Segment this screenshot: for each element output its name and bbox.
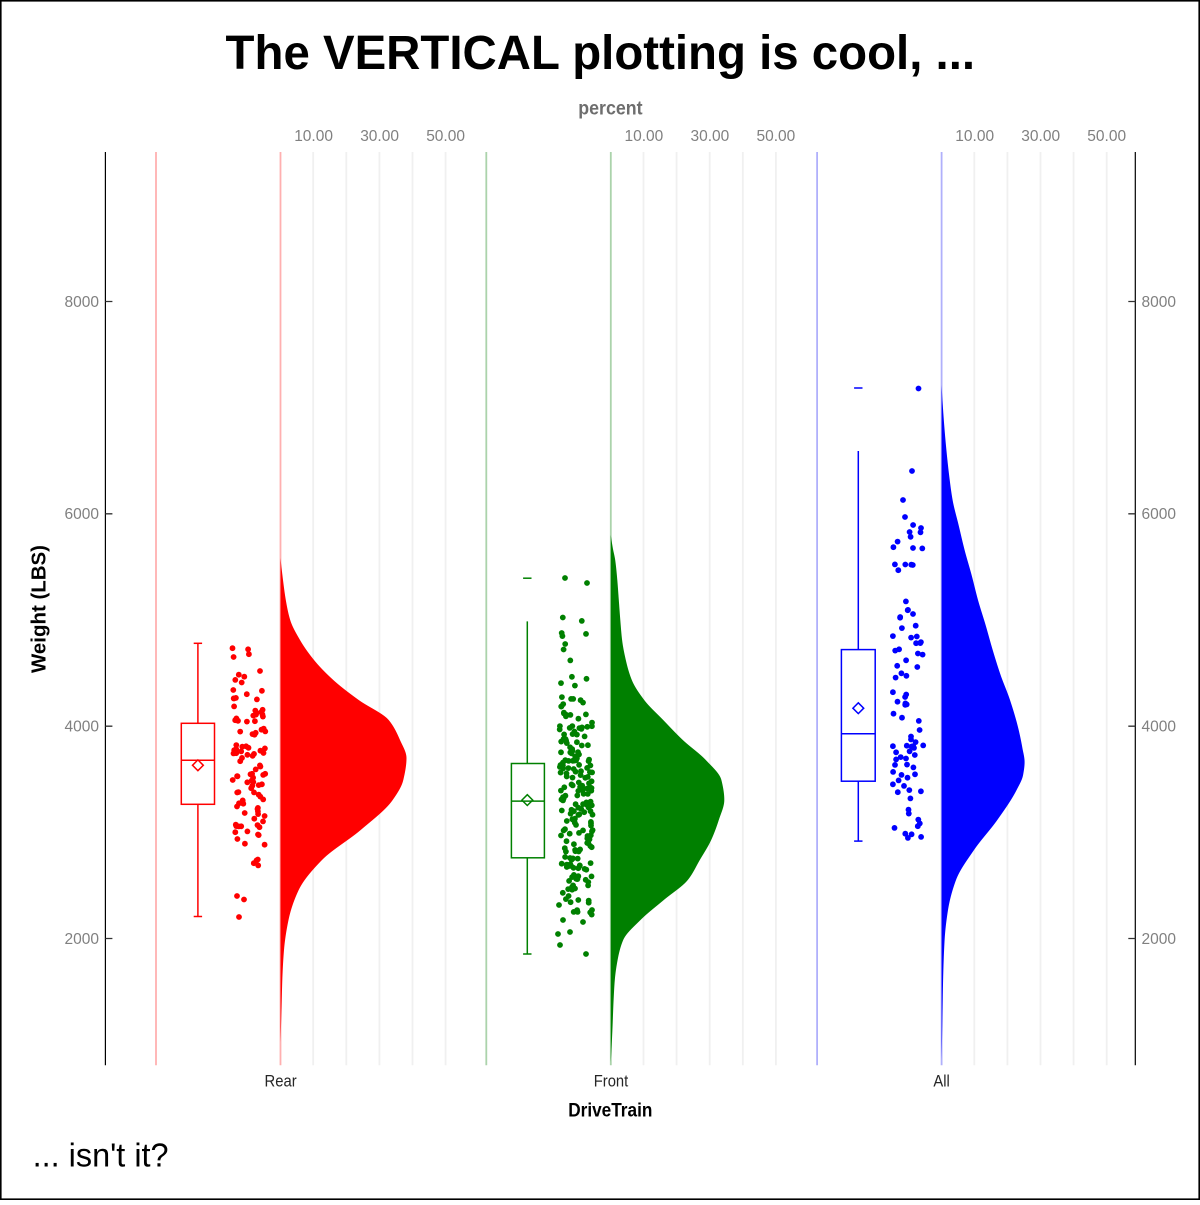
svg-text:8000: 8000: [65, 294, 100, 311]
svg-text:2000: 2000: [1142, 931, 1177, 948]
svg-text:... isn't it?: ... isn't it?: [33, 1137, 169, 1174]
svg-text:Rear: Rear: [265, 1072, 298, 1090]
svg-text:Weight (LBS): Weight (LBS): [28, 545, 50, 673]
svg-text:6000: 6000: [65, 506, 100, 523]
svg-text:4000: 4000: [65, 719, 100, 736]
svg-text:The VERTICAL plotting is cool,: The VERTICAL plotting is cool, ...: [226, 26, 976, 80]
svg-text:10.00: 10.00: [625, 128, 664, 145]
svg-text:percent: percent: [578, 98, 643, 120]
svg-text:30.00: 30.00: [1021, 128, 1060, 145]
svg-text:30.00: 30.00: [360, 128, 399, 145]
svg-text:30.00: 30.00: [691, 128, 730, 145]
svg-text:6000: 6000: [1142, 506, 1177, 523]
svg-text:All: All: [933, 1072, 949, 1090]
svg-text:2000: 2000: [65, 931, 100, 948]
svg-text:50.00: 50.00: [426, 128, 465, 145]
svg-text:4000: 4000: [1142, 719, 1177, 736]
svg-text:8000: 8000: [1142, 294, 1177, 311]
svg-text:50.00: 50.00: [1087, 128, 1126, 145]
svg-text:10.00: 10.00: [955, 128, 994, 145]
svg-text:DriveTrain: DriveTrain: [568, 1100, 652, 1122]
svg-text:10.00: 10.00: [294, 128, 333, 145]
svg-text:50.00: 50.00: [757, 128, 796, 145]
svg-text:Front: Front: [594, 1072, 629, 1090]
